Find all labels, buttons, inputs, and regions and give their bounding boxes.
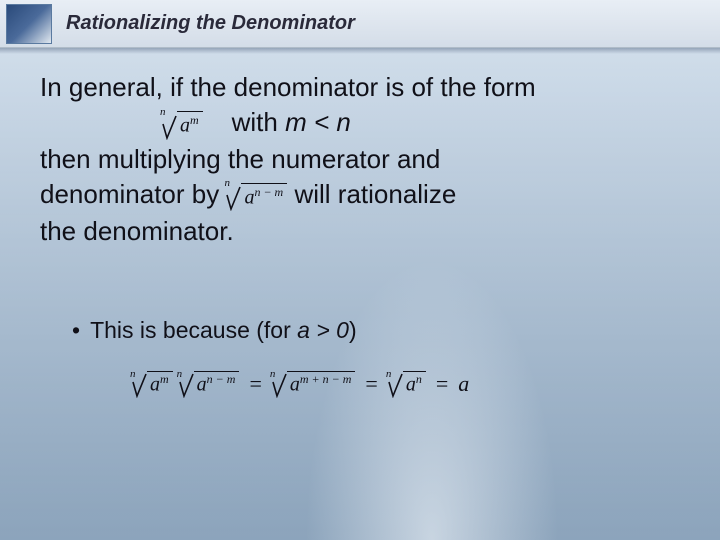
equation-row: n am n an − m = n am + n − m = n an = a [72, 370, 692, 399]
equals-icon: = [432, 371, 452, 397]
bullet-icon: • [72, 317, 80, 343]
body-line-3: then multiplying the numerator and [40, 142, 692, 177]
eq-rhs: a [458, 371, 469, 397]
eq-term-2: n an − m [179, 370, 240, 399]
radical-index: n [160, 105, 166, 120]
eq-term-4: n an [388, 370, 426, 399]
slide-content: In general, if the denominator is of the… [0, 48, 720, 399]
header-thumbnail [6, 4, 52, 44]
with-text: with [232, 107, 285, 137]
slide-title: Rationalizing the Denominator [66, 12, 355, 35]
formula-root-anm: n an − m [226, 178, 287, 213]
condition-m-lt-n: m < n [285, 107, 351, 137]
radicand: an − m [241, 183, 287, 214]
eq-term-3: n am + n − m [272, 370, 356, 399]
equals-icon: = [361, 371, 381, 397]
body-line-4: denominator by n an − m will rationalize [40, 177, 692, 214]
formula-root-am: n am [162, 107, 203, 142]
bullet-block: •This is because (for a > 0) n am n an −… [40, 317, 692, 399]
bullet-line: •This is because (for a > 0) [72, 317, 692, 344]
radical-index: n [224, 176, 230, 191]
header-bar: Rationalizing the Denominator [0, 0, 720, 48]
body-line-5: the denominator. [40, 214, 692, 249]
eq-term-1: n am [132, 370, 173, 399]
body-line-2: n am with m < n [40, 105, 692, 142]
body-line-1: In general, if the denominator is of the… [40, 70, 692, 105]
equals-icon: = [245, 371, 265, 397]
radicand: am [177, 111, 203, 142]
